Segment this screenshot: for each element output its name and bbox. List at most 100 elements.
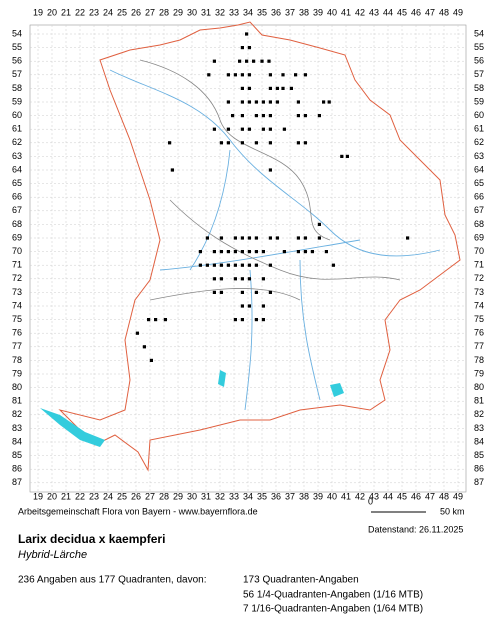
record-dot [296,141,300,145]
x-label: 41 [341,491,351,501]
x-label: 38 [299,491,309,501]
record-dot [268,86,272,90]
record-dot [261,250,265,254]
y-label: 54 [474,28,484,38]
x-label: 45 [397,491,407,501]
record-dot [327,100,331,104]
record-dot [205,263,209,267]
record-dot [268,290,272,294]
record-dot [303,141,307,145]
record-dot [268,100,272,104]
x-label: 25 [117,491,127,501]
record-dot [163,318,167,322]
y-label: 59 [474,96,484,106]
record-dot [303,250,307,254]
x-label: 40 [327,7,337,17]
record-dot [254,290,258,294]
record-dot [345,154,349,158]
record-dot [219,277,223,281]
x-label: 36 [271,7,281,17]
x-label: 37 [285,491,295,501]
x-label: 19 [33,7,43,17]
y-label: 70 [474,246,484,256]
y-label: 62 [474,137,484,147]
x-label: 36 [271,491,281,501]
x-label: 41 [341,7,351,17]
record-dot [233,263,237,267]
count: 56 1/4-Quadranten-Angaben (1/16 MTB) [243,590,423,601]
y-label: 60 [12,110,22,120]
record-dot [247,277,251,281]
record-dot [240,86,244,90]
record-dot [252,59,256,63]
record-dot [268,114,272,118]
y-label: 70 [12,246,22,256]
record-dot [226,263,230,267]
record-dot [240,250,244,254]
record-dot [226,250,230,254]
record-dot [268,73,272,77]
x-label: 43 [369,491,379,501]
x-label: 34 [243,7,253,17]
record-dot [254,318,258,322]
y-label: 81 [474,396,484,406]
record-dot [170,168,174,172]
x-label: 42 [355,491,365,501]
x-label: 42 [355,7,365,17]
record-dot [254,263,258,267]
record-dot [233,73,237,77]
record-dot [240,114,244,118]
record-dot [198,263,202,267]
y-label: 62 [12,137,22,147]
record-dot [212,263,216,267]
y-label: 78 [12,355,22,365]
record-dot [261,277,265,281]
x-label: 20 [47,491,57,501]
y-label: 84 [12,436,22,446]
record-dot [240,46,244,50]
record-dot [219,250,223,254]
x-label: 34 [243,491,253,501]
record-dot [303,236,307,240]
y-label: 65 [474,178,484,188]
record-dot [268,236,272,240]
record-dot [294,73,298,77]
y-label: 55 [12,42,22,52]
record-dot [142,345,146,349]
date: Datenstand: 26.11.2025 [368,524,463,534]
record-dot [240,277,244,281]
record-dot [154,318,158,322]
x-label: 20 [47,7,57,17]
y-label: 84 [474,436,484,446]
record-dot [324,250,328,254]
record-dot [240,141,244,145]
record-dot [406,236,410,240]
record-dot [261,127,265,131]
record-dot [247,46,251,50]
x-label: 33 [229,7,239,17]
y-label: 79 [474,368,484,378]
x-label: 46 [411,491,421,501]
x-label: 47 [425,7,435,17]
x-label: 49 [453,7,463,17]
record-dot [247,73,251,77]
x-label: 44 [383,7,393,17]
y-label: 74 [12,300,22,310]
record-dot [226,73,230,77]
record-dot [247,236,251,240]
x-label: 32 [215,491,225,501]
x-label: 24 [103,491,113,501]
y-label: 58 [474,83,484,93]
x-label: 40 [327,491,337,501]
y-label: 76 [474,328,484,338]
record-dot [231,114,235,118]
record-dot [219,263,223,267]
summary: 236 Angaben aus 177 Quadranten, davon: [18,575,207,586]
record-dot [261,100,265,104]
x-label: 35 [257,7,267,17]
y-label: 76 [12,328,22,338]
grid [30,25,466,492]
count: 7 1/16-Quadranten-Angaben (1/64 MTB) [243,604,423,615]
record-dot [212,250,216,254]
